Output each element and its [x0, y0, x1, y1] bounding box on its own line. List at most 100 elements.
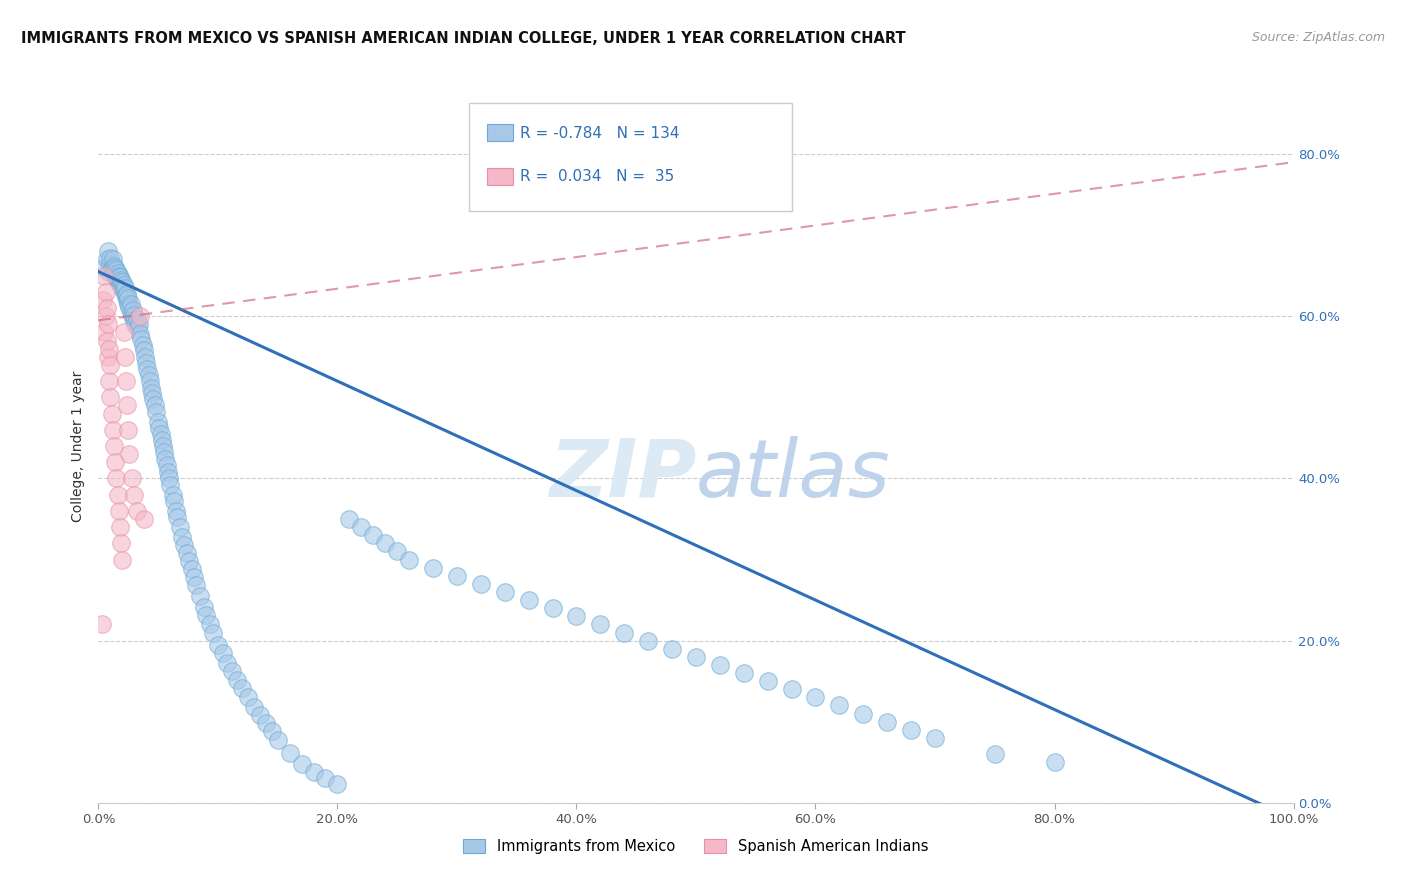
- Point: [155, 452, 177, 467]
- Point: [117, 423, 139, 437]
- Point: [828, 698, 851, 713]
- Text: R =  0.034   N =  35: R = 0.034 N = 35: [520, 169, 675, 185]
- Point: [94, 285, 117, 299]
- Point: [494, 585, 516, 599]
- Point: [93, 268, 115, 283]
- Point: [326, 777, 349, 791]
- Point: [350, 520, 373, 534]
- Point: [115, 399, 138, 413]
- Point: [108, 277, 131, 291]
- Point: [150, 434, 173, 448]
- Point: [152, 439, 174, 453]
- Point: [155, 458, 177, 473]
- Point: [138, 368, 160, 382]
- Point: [94, 310, 117, 324]
- Point: [107, 273, 129, 287]
- Point: [565, 609, 588, 624]
- Point: [115, 374, 138, 388]
- Point: [104, 268, 127, 283]
- Point: [115, 289, 138, 303]
- Point: [804, 690, 827, 705]
- Point: [315, 772, 337, 786]
- Point: [363, 528, 385, 542]
- Point: [127, 321, 149, 335]
- Point: [97, 244, 120, 259]
- Point: [136, 362, 159, 376]
- Point: [139, 381, 162, 395]
- Point: [125, 312, 148, 326]
- Point: [96, 252, 118, 267]
- Point: [107, 275, 129, 289]
- Point: [121, 471, 143, 485]
- Point: [148, 421, 170, 435]
- Text: Source: ZipAtlas.com: Source: ZipAtlas.com: [1251, 31, 1385, 45]
- Point: [195, 607, 218, 622]
- Point: [148, 415, 170, 429]
- Point: [221, 665, 243, 679]
- Point: [103, 266, 125, 280]
- Point: [541, 601, 564, 615]
- Point: [156, 465, 179, 479]
- Point: [131, 332, 153, 346]
- Point: [733, 666, 755, 681]
- Point: [129, 310, 152, 324]
- Point: [179, 554, 201, 568]
- Point: [183, 570, 205, 584]
- Point: [98, 265, 121, 279]
- Point: [104, 455, 127, 469]
- Point: [132, 343, 155, 358]
- Point: [226, 673, 249, 687]
- Point: [163, 494, 186, 508]
- Point: [98, 358, 122, 372]
- Point: [780, 682, 803, 697]
- Point: [202, 625, 225, 640]
- Point: [162, 488, 184, 502]
- Point: [120, 297, 142, 311]
- Point: [101, 423, 124, 437]
- Point: [103, 259, 125, 273]
- Text: R = -0.784   N = 134: R = -0.784 N = 134: [520, 126, 679, 141]
- Point: [111, 275, 134, 289]
- Point: [112, 283, 135, 297]
- Point: [143, 399, 166, 413]
- Point: [176, 546, 198, 560]
- FancyBboxPatch shape: [486, 124, 513, 141]
- Point: [108, 520, 131, 534]
- Point: [104, 261, 127, 276]
- Point: [1043, 756, 1066, 770]
- Point: [984, 747, 1007, 761]
- Legend: Immigrants from Mexico, Spanish American Indians: Immigrants from Mexico, Spanish American…: [457, 832, 935, 860]
- Point: [193, 599, 215, 614]
- Point: [91, 617, 114, 632]
- Point: [141, 386, 163, 401]
- Point: [117, 292, 139, 306]
- Point: [121, 310, 143, 324]
- Point: [709, 657, 731, 672]
- Point: [118, 447, 141, 461]
- Point: [374, 536, 396, 550]
- Point: [217, 657, 239, 671]
- Point: [339, 512, 361, 526]
- Point: [107, 266, 129, 280]
- Point: [124, 488, 146, 502]
- Point: [132, 512, 155, 526]
- Point: [110, 273, 132, 287]
- Point: [101, 262, 124, 277]
- Point: [105, 263, 128, 277]
- Point: [114, 286, 136, 301]
- Point: [302, 764, 325, 779]
- Point: [422, 560, 444, 574]
- Point: [243, 700, 266, 714]
- Text: IMMIGRANTS FROM MEXICO VS SPANISH AMERICAN INDIAN COLLEGE, UNDER 1 YEAR CORRELAT: IMMIGRANTS FROM MEXICO VS SPANISH AMERIC…: [21, 31, 905, 46]
- Point: [685, 649, 707, 664]
- Point: [924, 731, 946, 745]
- Point: [97, 318, 120, 332]
- Point: [103, 439, 125, 453]
- Point: [117, 297, 139, 311]
- Point: [254, 716, 277, 731]
- Point: [110, 278, 132, 293]
- Point: [110, 536, 132, 550]
- Point: [852, 706, 875, 721]
- Point: [756, 674, 779, 689]
- Point: [108, 270, 131, 285]
